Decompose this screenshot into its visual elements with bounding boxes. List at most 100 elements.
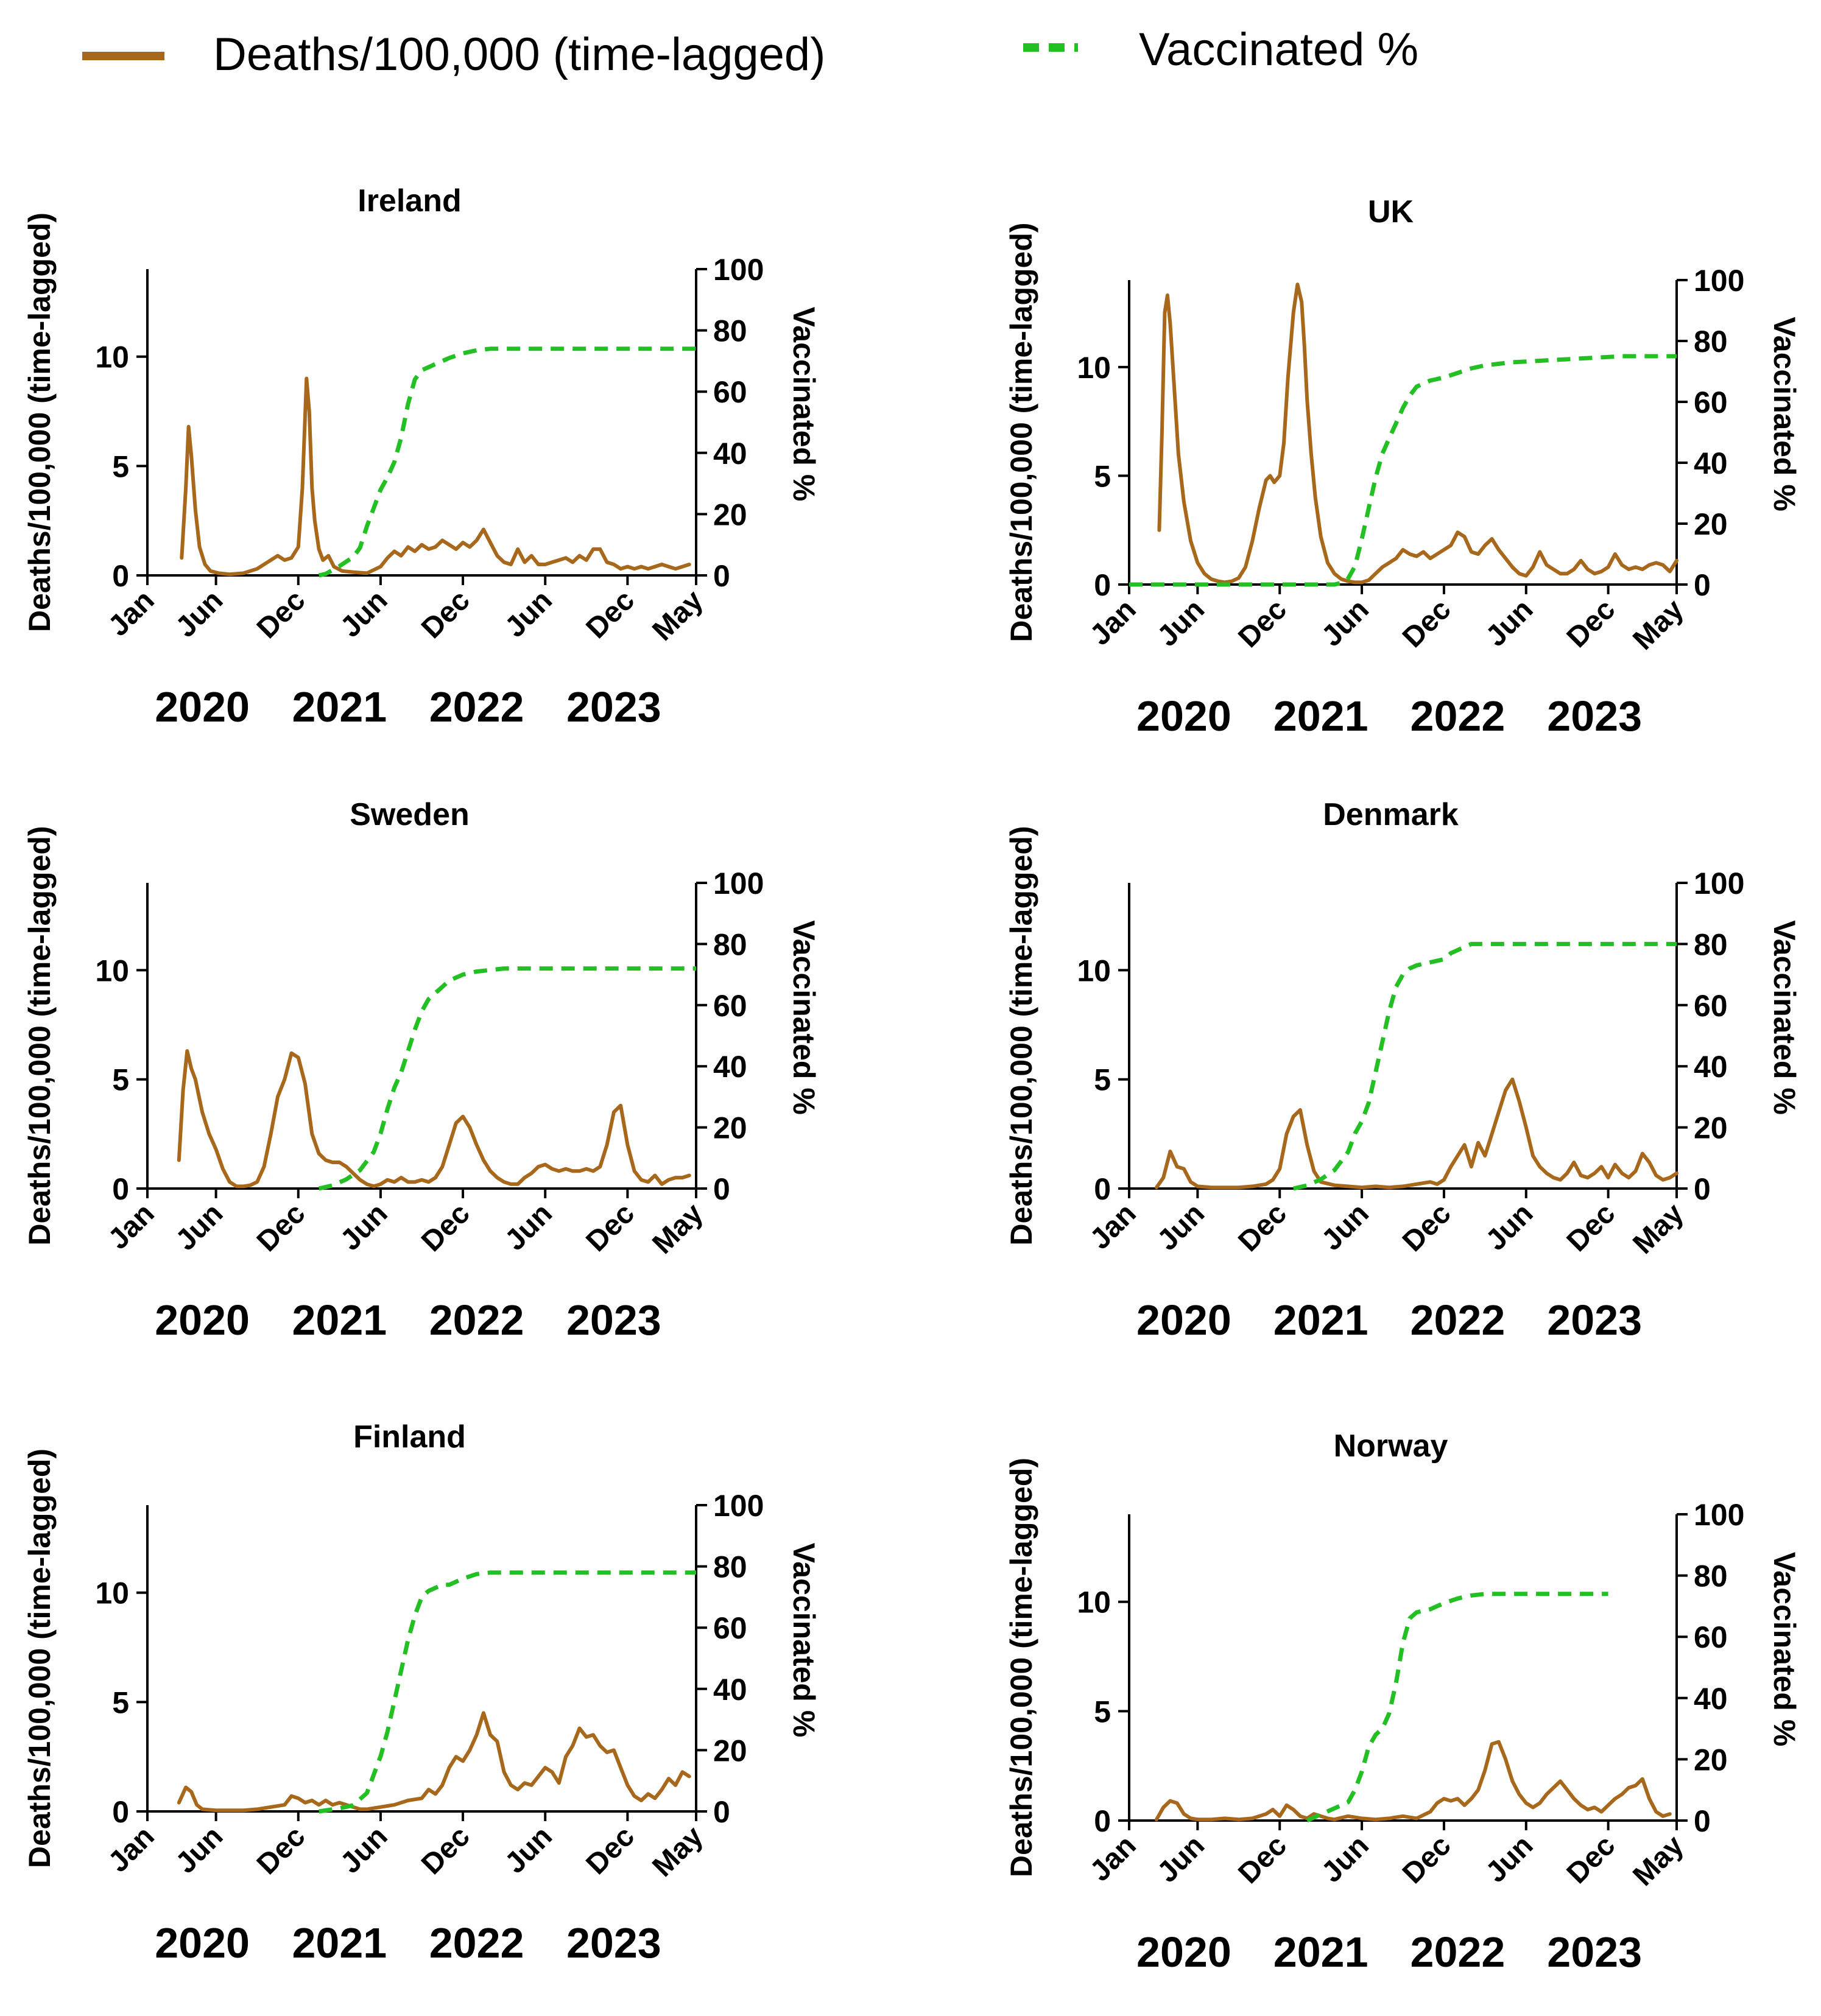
left-tick-label: 10: [1077, 351, 1111, 385]
vaccinated-series-line: [318, 346, 696, 578]
right-axis-title: Vaccinated %: [787, 1543, 821, 1738]
right-tick-label: 80: [1694, 325, 1728, 359]
x-month-label: Dec: [415, 1197, 476, 1258]
x-month-label: May: [1627, 1829, 1690, 1892]
x-month-label: Jun: [1480, 593, 1540, 653]
right-tick-label: 0: [713, 1795, 730, 1829]
right-tick-label: 60: [713, 375, 747, 409]
right-tick-label: 60: [1694, 1620, 1728, 1654]
right-tick-label: 20: [713, 1111, 747, 1145]
x-year-label: 2020: [1136, 1928, 1231, 1976]
left-tick-label: 5: [112, 449, 129, 483]
right-axis-title: Vaccinated %: [1767, 1552, 1802, 1747]
right-tick-label: 100: [1694, 866, 1744, 901]
x-month-label: Dec: [415, 584, 476, 645]
left-tick-label: 5: [1094, 1063, 1111, 1097]
right-tick-label: 60: [1694, 989, 1728, 1023]
x-year-label: 2023: [1547, 692, 1642, 740]
left-axis-title: Deaths/100,000 (time-lagged): [23, 1449, 57, 1868]
left-tick-label: 0: [1094, 1172, 1111, 1206]
x-month-label: Jun: [1151, 1197, 1211, 1257]
x-month-label: Dec: [1561, 1197, 1622, 1258]
right-tick-label: 40: [713, 1050, 747, 1084]
deaths-series-line: [1157, 283, 1678, 585]
right-tick-label: 100: [713, 253, 764, 287]
x-month-label: Jan: [102, 1197, 161, 1256]
x-year-label: 2022: [1411, 1928, 1506, 1976]
chart-title: Finland: [353, 1419, 466, 1455]
x-month-label: Dec: [1561, 593, 1622, 654]
left-axis-title: Deaths/100,000 (time-lagged): [23, 826, 57, 1245]
right-tick-label: 80: [713, 314, 747, 348]
chart-title: Norway: [1334, 1428, 1448, 1464]
x-month-label: Dec: [251, 1820, 312, 1881]
right-tick-label: 80: [713, 927, 747, 961]
x-month-label: Dec: [1232, 593, 1293, 654]
right-tick-label: 80: [1694, 1559, 1728, 1593]
right-axis-title: Vaccinated %: [787, 920, 821, 1115]
vaccinated-series-line: [318, 966, 696, 1191]
right-axis-title: Vaccinated %: [787, 307, 821, 502]
x-month-label: May: [646, 1197, 710, 1260]
x-month-label: Dec: [415, 1820, 476, 1881]
x-year-label: 2020: [155, 683, 250, 731]
right-tick-label: 20: [713, 497, 747, 532]
right-tick-label: 100: [713, 1489, 764, 1523]
vaccinated-series-line: [1306, 1592, 1608, 1823]
x-year-label: 2023: [1547, 1928, 1642, 1976]
right-tick-label: 100: [1694, 264, 1744, 298]
x-month-label: Dec: [1397, 1829, 1457, 1890]
x-year-label: 2020: [1136, 1296, 1231, 1344]
x-month-label: Dec: [1397, 593, 1457, 654]
vaccinated-series-line: [1129, 354, 1677, 587]
x-month-label: May: [1627, 593, 1690, 656]
x-year-label: 2021: [292, 683, 387, 731]
right-tick-label: 60: [1694, 385, 1728, 420]
deaths-series-line: [180, 376, 691, 577]
left-tick-label: 10: [95, 1576, 129, 1610]
chart-title: Ireland: [358, 183, 462, 219]
x-month-label: Dec: [1397, 1197, 1457, 1258]
deaths-series-line: [177, 1711, 691, 1813]
vaccinated-series-line: [319, 1570, 696, 1814]
right-tick-label: 0: [1694, 1804, 1711, 1838]
right-tick-label: 40: [713, 437, 747, 471]
x-year-label: 2023: [566, 683, 661, 731]
x-month-label: Jun: [1316, 1197, 1375, 1257]
right-tick-label: 20: [1694, 507, 1728, 541]
x-month-label: Jun: [170, 1197, 230, 1257]
x-month-label: Dec: [251, 584, 312, 645]
right-tick-label: 80: [713, 1550, 747, 1584]
deaths-series-line: [177, 1049, 691, 1189]
x-month-label: May: [1627, 1197, 1690, 1260]
x-year-label: 2022: [1411, 1296, 1506, 1344]
left-tick-label: 10: [1077, 1586, 1111, 1620]
left-axis-title: Deaths/100,000 (time-lagged): [1004, 1458, 1038, 1877]
left-tick-label: 0: [1094, 1804, 1111, 1838]
x-year-label: 2023: [566, 1919, 661, 1967]
x-month-label: May: [646, 1820, 710, 1883]
right-tick-label: 0: [1694, 1172, 1711, 1206]
x-year-label: 2021: [292, 1296, 387, 1344]
left-axis-title: Deaths/100,000 (time-lagged): [23, 212, 57, 632]
legend: Deaths/100,000 (time-lagged) Vaccinated …: [82, 24, 1418, 80]
deaths-series-line: [1155, 1740, 1672, 1822]
right-axis-title: Vaccinated %: [1767, 317, 1802, 511]
x-year-label: 2022: [429, 1919, 524, 1967]
x-month-label: Jun: [1480, 1197, 1540, 1257]
left-tick-label: 0: [112, 1172, 129, 1206]
x-year-label: 2022: [429, 1296, 524, 1344]
x-month-label: Jan: [102, 584, 161, 642]
x-year-label: 2022: [429, 683, 524, 731]
legend-deaths-label: Deaths/100,000 (time-lagged): [213, 29, 825, 80]
left-tick-label: 10: [95, 954, 129, 988]
left-tick-label: 5: [112, 1063, 129, 1097]
right-tick-label: 20: [1694, 1743, 1728, 1777]
x-month-label: Jun: [499, 1820, 558, 1880]
x-month-label: Jun: [334, 584, 394, 644]
deaths-series-line: [1155, 1077, 1678, 1190]
